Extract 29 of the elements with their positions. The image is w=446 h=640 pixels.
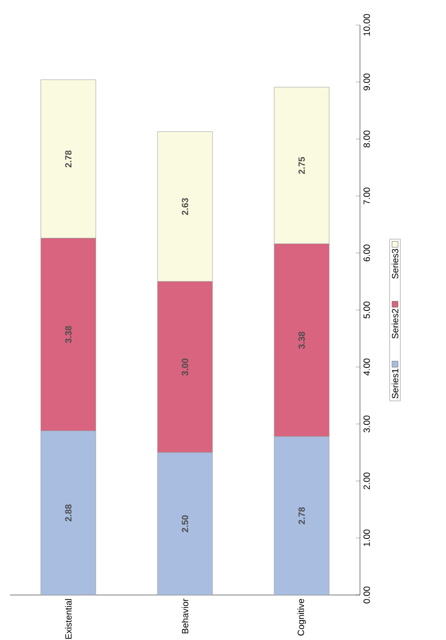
data-label: 2.75 xyxy=(298,157,305,174)
legend-label: Series2 xyxy=(392,308,398,339)
y-tick-label: 10.00 xyxy=(364,14,370,36)
legend-label: Series1 xyxy=(392,368,398,398)
x-tick-label: Behavior xyxy=(182,598,188,634)
y-tick-label: 5.00 xyxy=(364,302,370,318)
data-label: 2.50 xyxy=(182,515,188,532)
y-tick-label: 1.00 xyxy=(364,530,370,546)
data-label: 2.78 xyxy=(298,507,305,524)
y-tick-label: 0.00 xyxy=(364,586,370,604)
bar xyxy=(274,436,330,595)
y-tick-label: 6.00 xyxy=(364,244,370,262)
legend-label: Series3 xyxy=(392,248,398,279)
bar xyxy=(157,452,213,595)
y-tick-label: 2.00 xyxy=(364,472,370,490)
data-label: 2.63 xyxy=(182,198,188,215)
data-label: 2.88 xyxy=(65,504,72,522)
x-tick-label: Existential xyxy=(65,599,72,639)
y-tick-label: 8.00 xyxy=(364,130,370,148)
y-tick-label: 9.00 xyxy=(364,74,370,90)
bar xyxy=(40,430,96,595)
y-tick-label: 3.00 xyxy=(364,416,370,432)
y-tick-label: 7.00 xyxy=(364,188,370,204)
data-label: 2.78 xyxy=(65,150,72,168)
data-label: 3.00 xyxy=(182,358,188,376)
data-label: 3.38 xyxy=(298,332,305,349)
y-tick-label: 4.00 xyxy=(364,358,370,376)
x-tick-label: Cognitive xyxy=(297,598,306,636)
data-label: 3.38 xyxy=(65,326,72,344)
